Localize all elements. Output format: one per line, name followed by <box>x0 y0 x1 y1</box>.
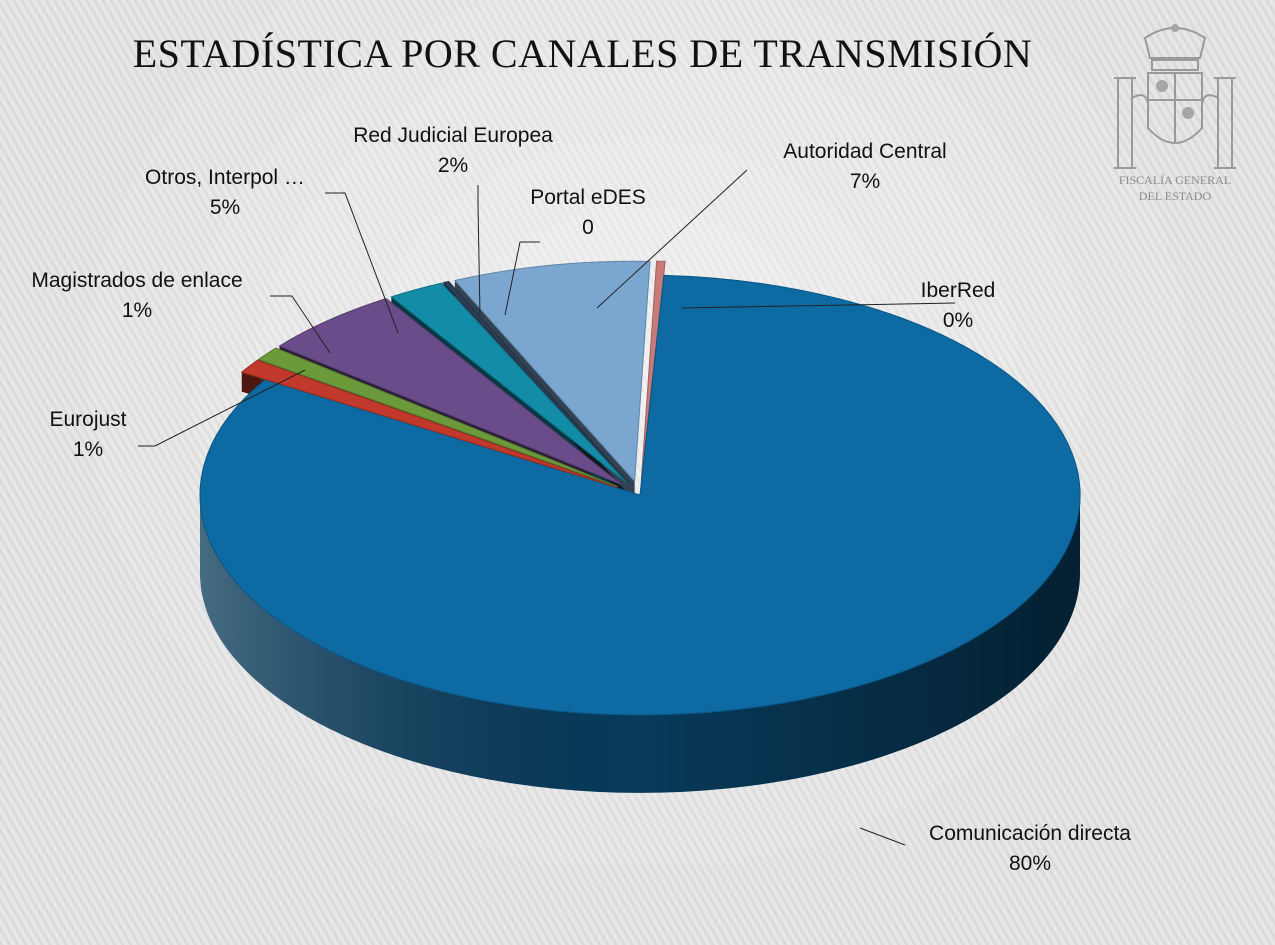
emblem-caption-line2: DEL ESTADO <box>1138 189 1212 203</box>
slice-value-label: 5% <box>210 196 240 219</box>
leader-line <box>859 827 906 846</box>
pie-slice-otros-interpol- <box>278 298 622 486</box>
pie-slice-eurojust <box>240 359 617 488</box>
chart-title: ESTADÍSTICA POR CANALES DE TRANSMISIÓN <box>132 31 1033 76</box>
slice-name-label: Autoridad Central <box>783 140 946 163</box>
pie-slice-autoridad-central <box>453 260 651 483</box>
slice-name-label: IberRed <box>921 279 996 302</box>
slice-value-label: 2% <box>438 154 468 177</box>
leader-line <box>477 185 481 316</box>
leader-line <box>270 295 331 354</box>
slice-name-label: Eurojust <box>49 408 126 431</box>
leader-line <box>325 192 399 334</box>
pie-slice-comunicaci-n-directa <box>199 274 1081 716</box>
pie-slice-magistrados-de-enlace <box>257 347 618 488</box>
leader-line <box>681 302 956 309</box>
slice-name-label: Red Judicial Europea <box>353 124 553 147</box>
leader-line <box>504 241 540 316</box>
leader-line <box>596 169 748 309</box>
slice-name-label: Magistrados de enlace <box>31 269 242 292</box>
leader-line <box>138 369 306 447</box>
slice-value-label: 1% <box>73 438 103 461</box>
slice-value-label: 0 <box>582 216 594 239</box>
emblem-caption-line1: FISCALÍA GENERAL <box>1118 173 1232 187</box>
pie-slice-red-judicial-europea <box>390 282 627 484</box>
emblem-caption: FISCALÍA GENERAL DEL ESTADO <box>1100 172 1250 204</box>
coat-of-arms-icon <box>1114 24 1236 169</box>
slice-name-label: Otros, Interpol … <box>145 166 305 189</box>
slice-name-label: Comunicación directa <box>929 822 1131 845</box>
slice-value-label: 0% <box>943 309 973 332</box>
pie-slice-side-shade <box>200 495 1080 793</box>
slice-value-label: 1% <box>122 299 152 322</box>
pie-slice-portal-edes <box>442 280 629 483</box>
slice-name-label: Portal eDES <box>530 186 646 209</box>
slice-value-label: 7% <box>850 170 880 193</box>
slice-value-label: 80% <box>1009 852 1051 875</box>
